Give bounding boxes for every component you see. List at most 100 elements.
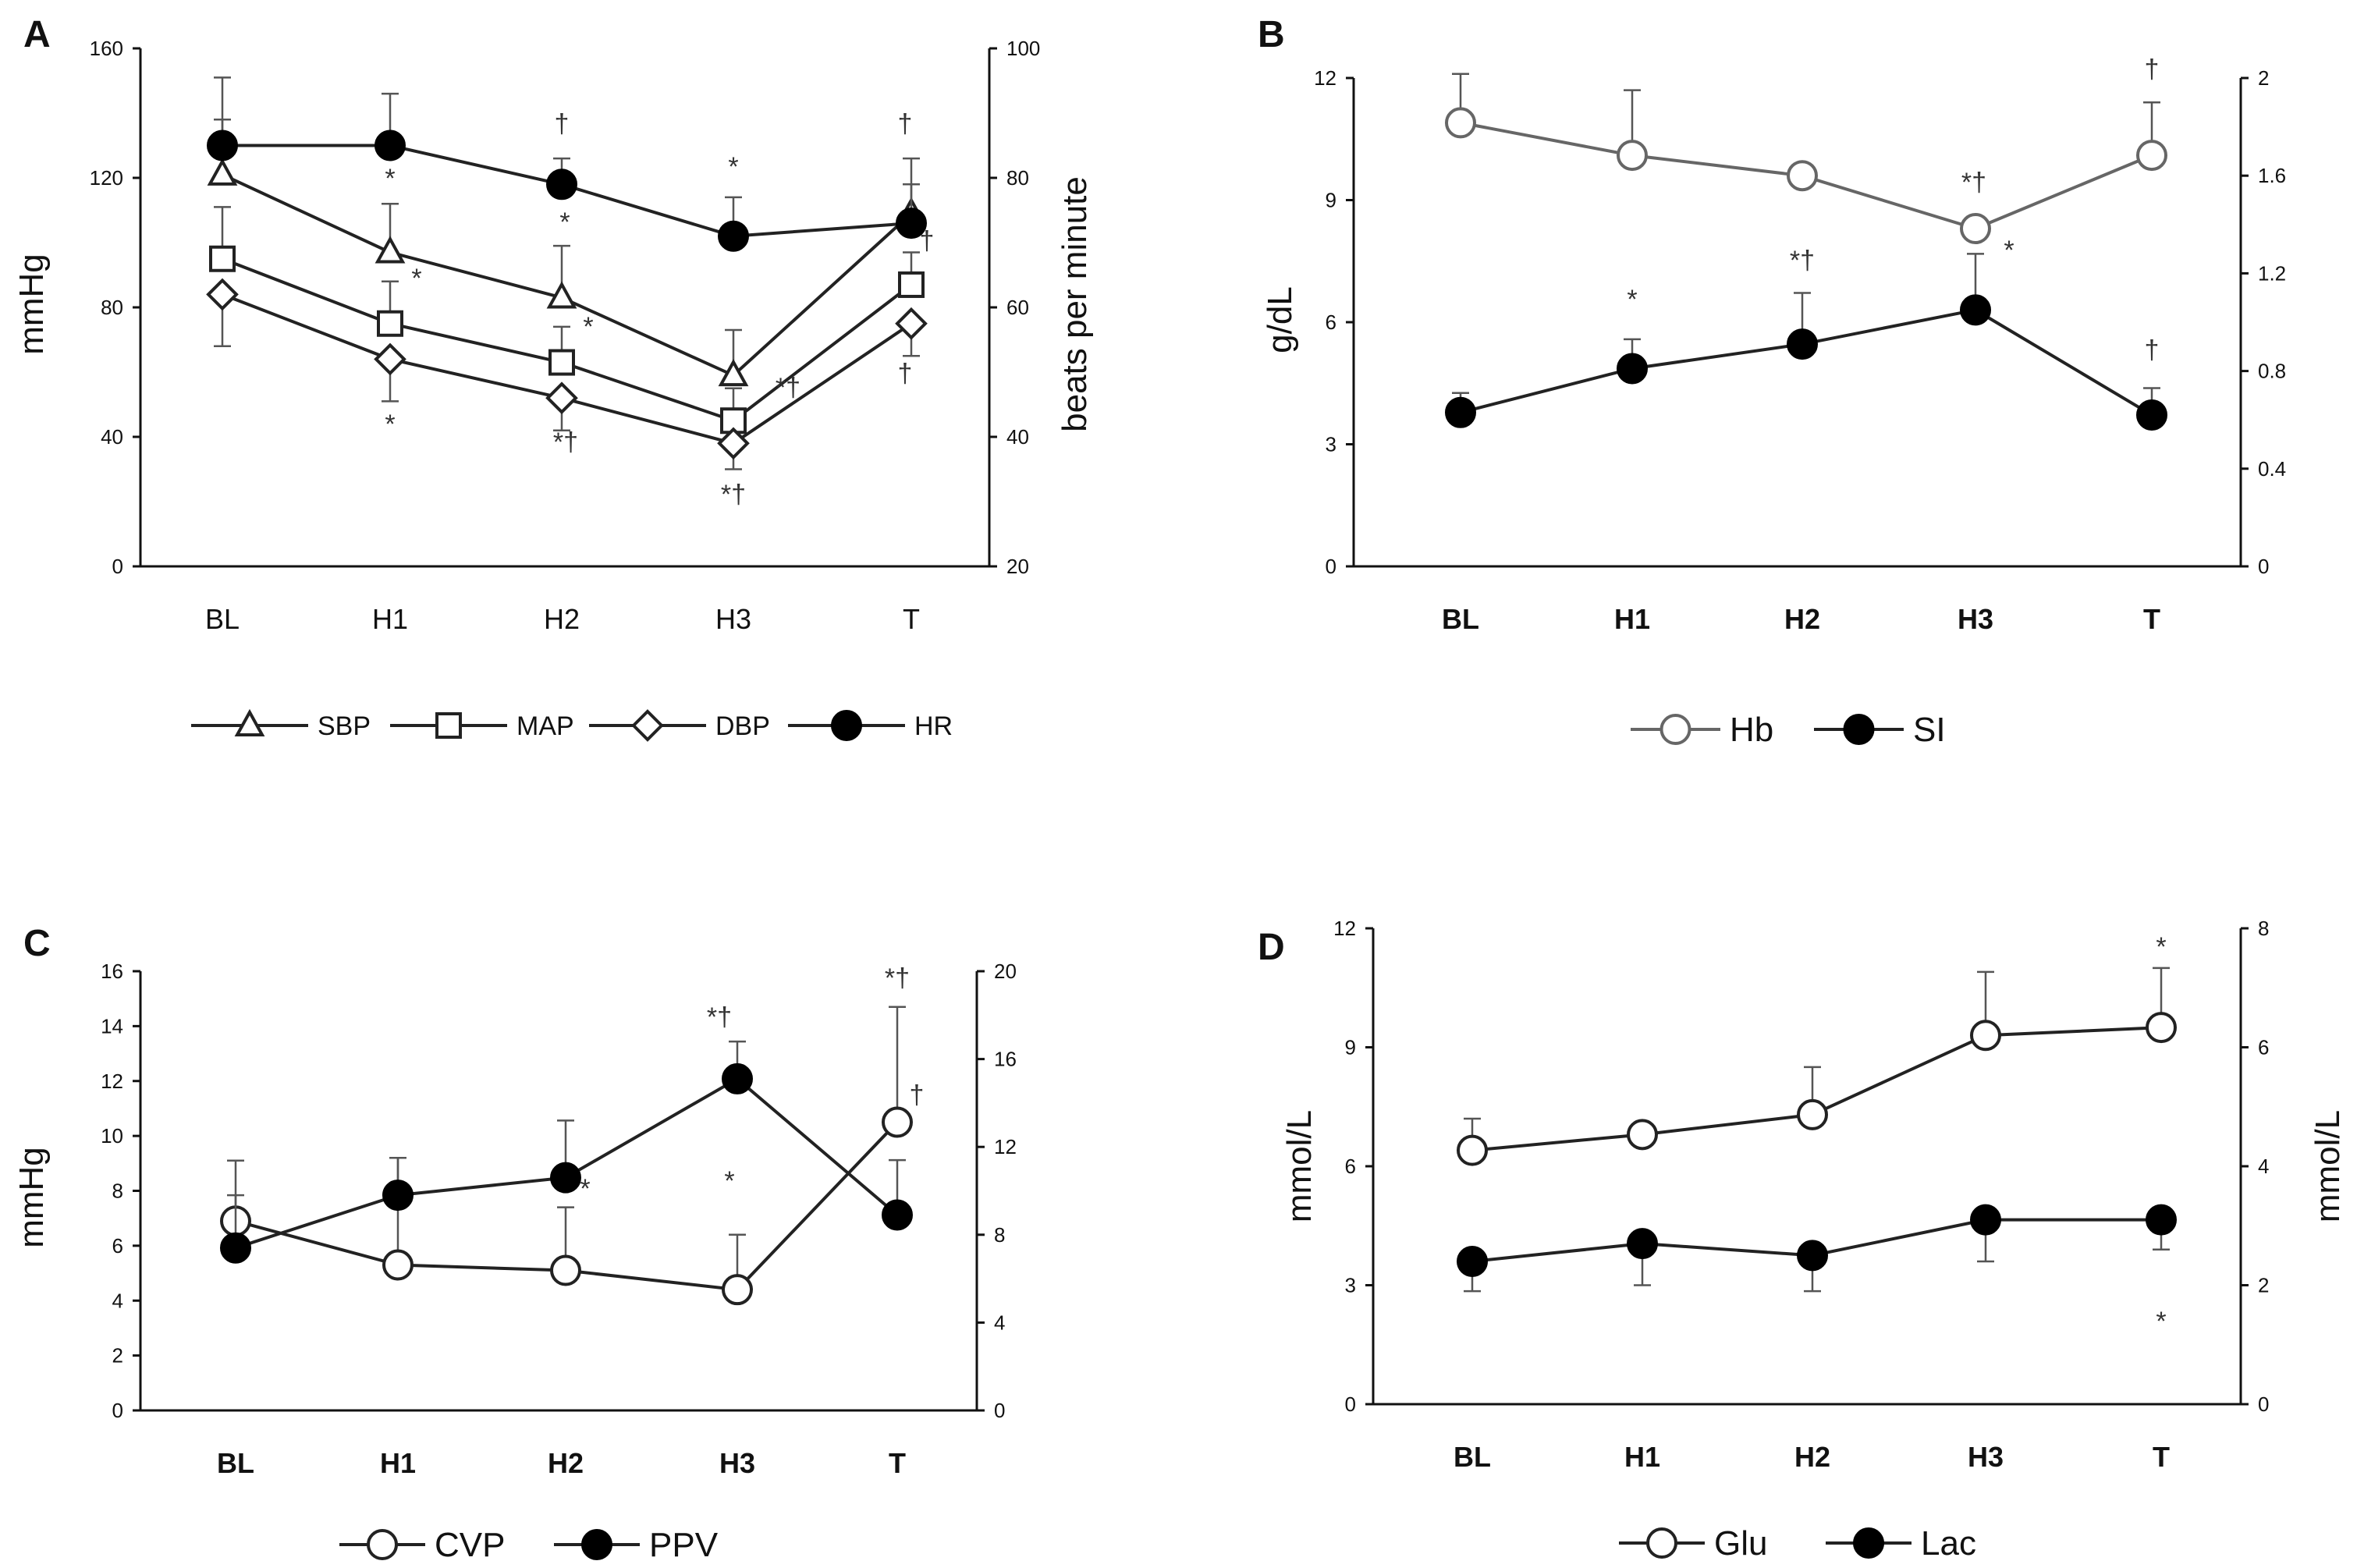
left-tick-label: 0 xyxy=(1345,1392,1356,1416)
data-point xyxy=(1457,1246,1488,1277)
series-hb xyxy=(1445,73,2167,245)
legend-marker xyxy=(631,709,664,742)
significance-mark: † xyxy=(898,109,913,139)
left-tick-label: 6 xyxy=(1326,310,1336,334)
panel-label: A xyxy=(23,14,51,55)
data-point xyxy=(1970,1204,2001,1236)
data-point xyxy=(374,342,406,376)
data-point xyxy=(1787,160,1818,192)
left-tick-label: 9 xyxy=(1326,189,1336,212)
right-tick-label: 6 xyxy=(2258,1036,2269,1059)
significance-mark: † xyxy=(920,226,935,256)
data-point xyxy=(1787,328,1818,360)
series-ppv xyxy=(220,1040,913,1264)
x-tick-label: H2 xyxy=(548,1447,584,1479)
right-tick-label: 2 xyxy=(2258,1274,2269,1297)
significance-mark: *† xyxy=(553,427,578,457)
legend-marker xyxy=(1853,1527,1884,1559)
panel-label: D xyxy=(1258,927,1285,968)
legend-label: MAP xyxy=(516,711,574,741)
panel-label: C xyxy=(23,923,51,964)
data-point xyxy=(1445,396,1476,428)
right-tick-label: 4 xyxy=(2258,1155,2269,1178)
data-point xyxy=(206,278,239,311)
data-point xyxy=(545,381,578,415)
data-point xyxy=(718,220,749,252)
significance-mark: * xyxy=(724,1166,734,1196)
data-point xyxy=(895,307,928,340)
data-point xyxy=(1960,294,1991,326)
significance-mark: * xyxy=(728,152,738,182)
legend-label: HR xyxy=(914,711,953,741)
y-axis-label: mmHg xyxy=(12,1147,51,1248)
legend-marker xyxy=(435,712,462,739)
right-tick-label: 1.2 xyxy=(2258,261,2286,285)
significance-mark: * xyxy=(583,312,593,342)
data-point xyxy=(882,1106,913,1138)
significance-mark: * xyxy=(1627,285,1637,314)
significance-mark: * xyxy=(411,264,421,293)
series-hr xyxy=(207,92,927,252)
x-tick-label: H3 xyxy=(1968,1441,2004,1473)
left-tick-label: 80 xyxy=(101,296,123,319)
left-tick-label: 40 xyxy=(101,425,123,449)
y2-axis-label: mmol/L xyxy=(2309,1110,2347,1222)
data-point xyxy=(382,1249,414,1281)
x-tick-label: H2 xyxy=(1784,603,1820,635)
left-tick-label: 0 xyxy=(112,1399,123,1422)
series-dbp xyxy=(206,278,928,470)
x-tick-label: H1 xyxy=(380,1447,416,1479)
series-map xyxy=(209,206,925,435)
panel-d: D 0 3 6 9 12 0 2 4 6 8 mmol/L mmol/L BL H1 H2 H3 T * * Glu La… xyxy=(1258,917,2347,1563)
left-tick-label: 14 xyxy=(101,1014,123,1038)
x-tick-label: BL xyxy=(1442,603,1479,635)
data-point xyxy=(1617,353,1648,385)
x-tick-label: H2 xyxy=(1794,1441,1830,1473)
legend-label: SBP xyxy=(318,711,371,741)
data-point xyxy=(1797,1098,1828,1130)
legend-label: CVP xyxy=(435,1526,505,1564)
panel-c: C 0 2 4 6 8 10 12 14 16 0 4 8 12 16 20 mmHg BL H1 H2 H3 T * * *†… xyxy=(12,923,1017,1564)
data-point xyxy=(2146,1204,2177,1236)
x-tick-label: H1 xyxy=(1614,603,1650,635)
legend: CVP PPV xyxy=(339,1526,719,1564)
legend-marker xyxy=(581,1529,612,1560)
legend-label: Lac xyxy=(1921,1524,1976,1563)
significance-mark: * xyxy=(385,410,395,439)
data-point xyxy=(882,1199,913,1231)
legend-marker xyxy=(1843,714,1875,745)
left-tick-label: 12 xyxy=(1333,917,1356,940)
x-tick-label: T xyxy=(2143,603,2160,635)
right-tick-label: 40 xyxy=(1006,425,1029,449)
data-point xyxy=(1970,1020,2001,1052)
left-tick-label: 0 xyxy=(1326,555,1336,578)
legend-marker xyxy=(831,710,862,741)
legend-label: Hb xyxy=(1730,711,1773,749)
data-point xyxy=(1627,1119,1658,1151)
significance-mark: *† xyxy=(776,373,800,403)
data-point xyxy=(722,1062,753,1094)
legend-marker xyxy=(1646,1527,1677,1559)
y-axis-label: g/dL xyxy=(1261,286,1299,353)
left-tick-label: 16 xyxy=(101,960,123,983)
x-tick-label: BL xyxy=(1454,1441,1491,1473)
data-point xyxy=(898,271,925,298)
series-glu xyxy=(1457,967,2177,1166)
data-point xyxy=(548,349,575,376)
data-point xyxy=(377,310,403,337)
data-point xyxy=(1797,1240,1828,1272)
right-tick-label: 1.6 xyxy=(2258,164,2286,187)
right-tick-label: 0.8 xyxy=(2258,360,2286,383)
left-tick-label: 160 xyxy=(90,37,123,60)
data-point xyxy=(1627,1228,1658,1260)
significance-mark: *† xyxy=(707,1002,732,1032)
significance-mark: † xyxy=(2145,55,2160,84)
legend-marker xyxy=(367,1529,398,1560)
left-tick-label: 12 xyxy=(101,1070,123,1093)
left-tick-label: 8 xyxy=(112,1180,123,1203)
legend-label: PPV xyxy=(649,1526,719,1564)
right-tick-label: 4 xyxy=(994,1311,1005,1334)
data-point xyxy=(374,129,406,161)
panel-a: A 0 40 80 120 160 20 40 60 80 100 mmHg beats per min… xyxy=(12,14,1094,742)
